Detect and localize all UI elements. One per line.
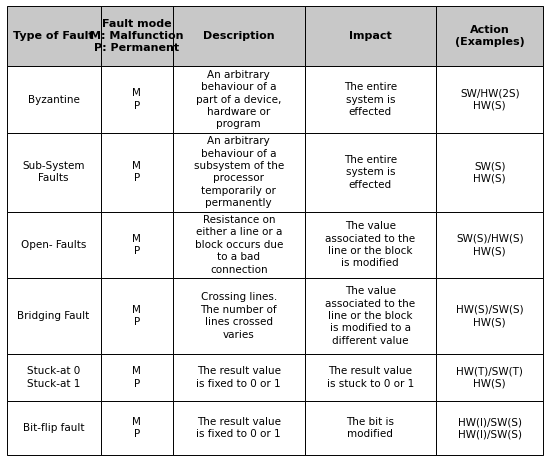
Bar xyxy=(436,354,543,401)
Text: Byzantine: Byzantine xyxy=(28,95,80,105)
Bar xyxy=(173,66,305,133)
Text: Bit-flip fault: Bit-flip fault xyxy=(23,423,84,433)
Text: HW(T)/SW(T)
HW(S): HW(T)/SW(T) HW(S) xyxy=(456,366,523,389)
Text: Crossing lines.
The number of
lines crossed
varies: Crossing lines. The number of lines cros… xyxy=(200,292,277,340)
Bar xyxy=(173,6,305,66)
Text: Fault mode
M: Malfunction
P: Permanent: Fault mode M: Malfunction P: Permanent xyxy=(90,18,184,53)
Bar xyxy=(101,278,173,354)
Bar xyxy=(436,212,543,278)
Bar xyxy=(436,401,543,455)
Bar xyxy=(7,278,101,354)
Bar xyxy=(7,212,101,278)
Bar xyxy=(101,6,173,66)
Bar xyxy=(305,401,436,455)
Text: An arbitrary
behaviour of a
subsystem of the
processor
temporarily or
permanentl: An arbitrary behaviour of a subsystem of… xyxy=(194,136,284,208)
Text: Type of Fault: Type of Fault xyxy=(13,31,94,41)
Text: M
P: M P xyxy=(133,89,141,111)
Text: The bit is
modified: The bit is modified xyxy=(346,417,394,439)
Text: Description: Description xyxy=(203,31,274,41)
Bar xyxy=(101,66,173,133)
Bar xyxy=(305,6,436,66)
Text: Action
(Examples): Action (Examples) xyxy=(455,25,525,47)
Bar xyxy=(7,6,101,66)
Text: The value
associated to the
line or the block
is modified to a
different value: The value associated to the line or the … xyxy=(325,286,415,346)
Text: HW(I)/SW(S)
HW(I)/SW(S): HW(I)/SW(S) HW(I)/SW(S) xyxy=(458,417,522,439)
Text: Open- Faults: Open- Faults xyxy=(21,240,86,250)
Bar xyxy=(436,278,543,354)
Bar xyxy=(101,212,173,278)
Text: The entire
system is
effected: The entire system is effected xyxy=(344,155,397,189)
Text: The result value
is fixed to 0 or 1: The result value is fixed to 0 or 1 xyxy=(196,366,281,389)
Text: M
P: M P xyxy=(133,161,141,183)
Bar xyxy=(305,354,436,401)
Bar xyxy=(101,133,173,212)
Bar xyxy=(173,354,305,401)
Bar xyxy=(7,354,101,401)
Bar xyxy=(305,212,436,278)
Bar xyxy=(305,66,436,133)
Bar xyxy=(7,66,101,133)
Bar xyxy=(173,401,305,455)
Text: The value
associated to the
line or the block
is modified: The value associated to the line or the … xyxy=(325,221,415,268)
Text: Resistance on
either a line or a
block occurs due
to a bad
connection: Resistance on either a line or a block o… xyxy=(195,215,283,275)
Text: The result value
is stuck to 0 or 1: The result value is stuck to 0 or 1 xyxy=(327,366,414,389)
Text: An arbitrary
behaviour of a
part of a device,
hardware or
program: An arbitrary behaviour of a part of a de… xyxy=(196,70,282,130)
Text: HW(S)/SW(S)
HW(S): HW(S)/SW(S) HW(S) xyxy=(456,305,524,327)
Text: Stuck-at 0
Stuck-at 1: Stuck-at 0 Stuck-at 1 xyxy=(27,366,80,389)
Bar xyxy=(305,133,436,212)
Bar xyxy=(101,354,173,401)
Text: M
P: M P xyxy=(133,366,141,389)
Bar xyxy=(173,278,305,354)
Text: SW(S)
HW(S): SW(S) HW(S) xyxy=(474,161,506,183)
Text: Bridging Fault: Bridging Fault xyxy=(18,311,90,321)
Bar xyxy=(7,133,101,212)
Text: SW(S)/HW(S)
HW(S): SW(S)/HW(S) HW(S) xyxy=(456,234,524,256)
Bar xyxy=(7,401,101,455)
Bar xyxy=(436,6,543,66)
Text: Sub-System
Faults: Sub-System Faults xyxy=(23,161,85,183)
Text: The result value
is fixed to 0 or 1: The result value is fixed to 0 or 1 xyxy=(196,417,281,439)
Text: Impact: Impact xyxy=(349,31,392,41)
Bar xyxy=(173,133,305,212)
Bar xyxy=(173,212,305,278)
Text: SW/HW(2S)
HW(S): SW/HW(2S) HW(S) xyxy=(460,89,520,111)
Text: M
P: M P xyxy=(133,234,141,256)
Text: The entire
system is
effected: The entire system is effected xyxy=(344,82,397,117)
Text: M
P: M P xyxy=(133,305,141,327)
Bar xyxy=(436,66,543,133)
Bar xyxy=(436,133,543,212)
Bar xyxy=(305,278,436,354)
Bar xyxy=(101,401,173,455)
Text: M
P: M P xyxy=(133,417,141,439)
